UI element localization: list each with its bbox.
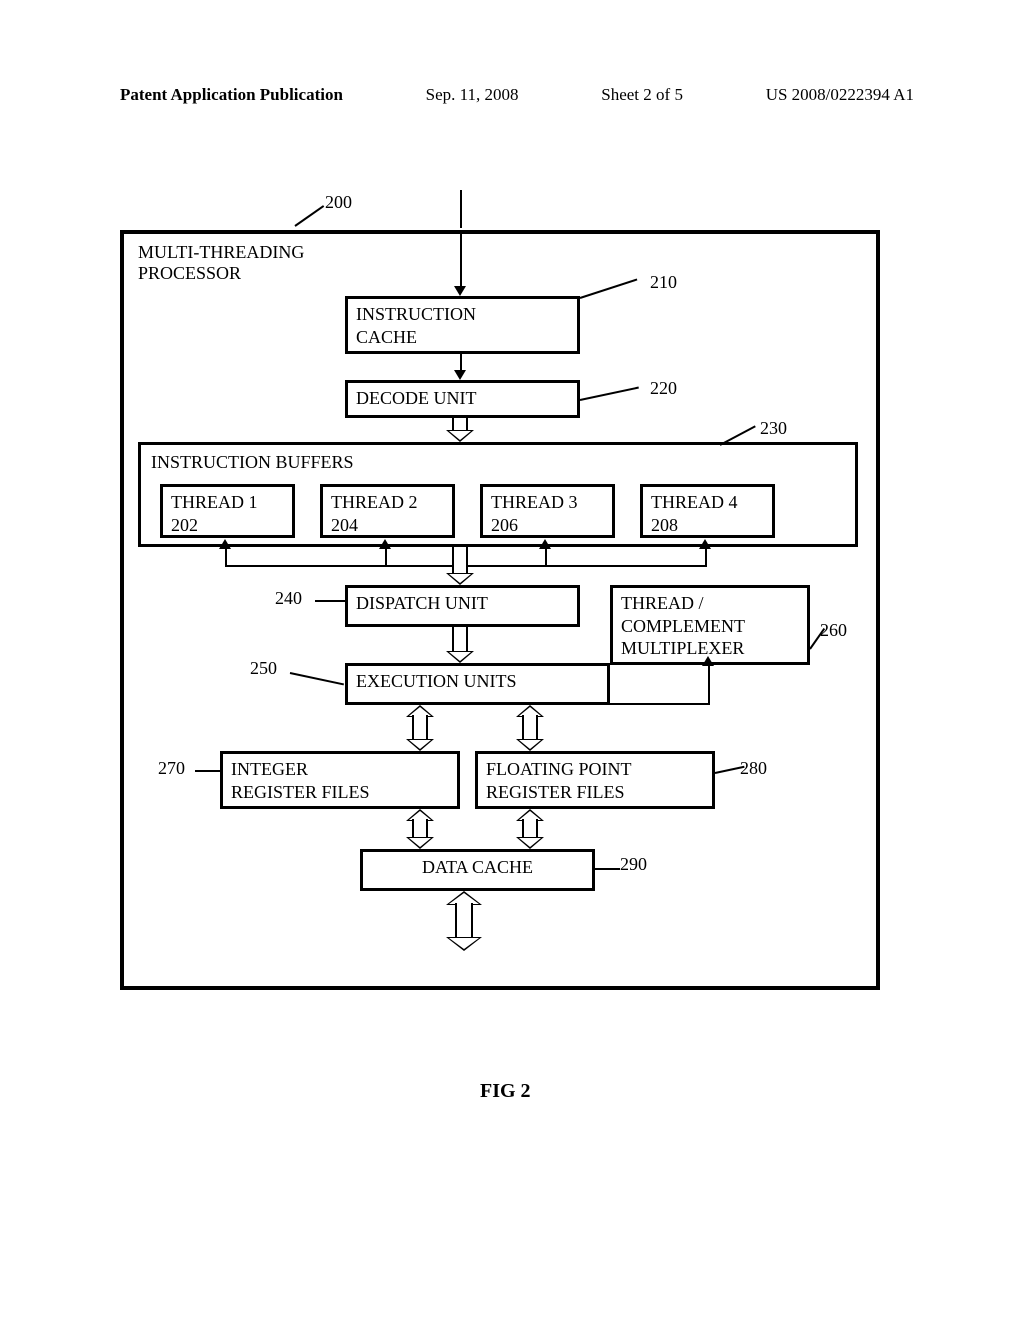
thread-4-box: THREAD 4 208 [640,484,775,538]
ref-250: 250 [250,658,277,679]
darrow-out-bottom [446,891,482,951]
bus-tap-1-head [219,539,231,549]
ref-290: 290 [620,854,647,875]
arrow-dispatch-exec [446,627,474,663]
mux-feed-v [708,665,710,705]
page-header: Patent Application Publication Sep. 11, … [0,85,1024,105]
header-date: Sep. 11, 2008 [426,85,519,105]
fp-reg-box: FLOATING POINT REGISTER FILES [475,751,715,809]
ref-270: 270 [158,758,185,779]
thread-3-box: THREAD 3 206 [480,484,615,538]
ref-280: 280 [740,758,767,779]
execution-units-box: EXECUTION UNITS [345,663,610,705]
int-reg-box: INTEGER REGISTER FILES [220,751,460,809]
arrow-in-top [460,190,462,228]
bus-tap-3-head [539,539,551,549]
ref-230: 230 [760,418,787,439]
mux-feed-h [610,703,710,705]
bus-tap-2 [385,548,387,565]
thread-4-name: THREAD 4 [651,492,738,512]
ref-220: 220 [650,378,677,399]
figure-caption: FIG 2 [480,1080,531,1103]
bus-tap-4 [705,548,707,565]
bus-tap-2-head [379,539,391,549]
ref-210: 210 [650,272,677,293]
darrow-fp-dcache [516,809,544,849]
thread-mux-box: THREAD / COMPLEMENT MULTIPLEXER [610,585,810,665]
header-pubno: US 2008/0222394 A1 [766,85,914,105]
thread-1-box: THREAD 1 202 [160,484,295,538]
darrow-exec-fp [516,705,544,751]
thread-1-ref: 202 [171,515,198,535]
thread-1-name: THREAD 1 [171,492,258,512]
leader-200 [294,205,324,227]
header-sheet: Sheet 2 of 5 [601,85,683,105]
instruction-cache-box: INSTRUCTION CACHE [345,296,580,354]
header-left: Patent Application Publication [120,85,343,105]
arrow-decode-buffers [446,418,474,442]
thread-3-name: THREAD 3 [491,492,578,512]
instruction-buffers-title: INSTRUCTION BUFFERS [151,452,354,472]
decode-unit-box: DECODE UNIT [345,380,580,418]
bus-tap-3 [545,548,547,565]
thread-3-ref: 206 [491,515,518,535]
thread-2-ref: 204 [331,515,358,535]
figure-2: 200 MULTI-THREADING PROCESSOR INSTRUCTIO… [120,200,880,990]
bus-tap-4-head [699,539,711,549]
arrowhead-icache-decode [454,370,466,380]
ref-240: 240 [275,588,302,609]
leader-270 [195,770,220,772]
darrow-exec-int [406,705,434,751]
processor-title: MULTI-THREADING PROCESSOR [138,242,304,284]
leader-290 [595,868,620,870]
dispatch-unit-box: DISPATCH UNIT [345,585,580,627]
darrow-int-dcache [406,809,434,849]
leader-240 [315,600,345,602]
thread-4-ref: 208 [651,515,678,535]
thread-2-name: THREAD 2 [331,492,418,512]
bus-tap-1 [225,548,227,565]
ref-200: 200 [325,192,352,213]
thread-2-box: THREAD 2 204 [320,484,455,538]
arrowhead-into-icache [454,286,466,296]
arrow-into-icache [460,234,462,288]
data-cache-box: DATA CACHE [360,849,595,891]
arrow-buffers-dispatch [446,547,474,585]
mux-feed-head [702,656,714,666]
